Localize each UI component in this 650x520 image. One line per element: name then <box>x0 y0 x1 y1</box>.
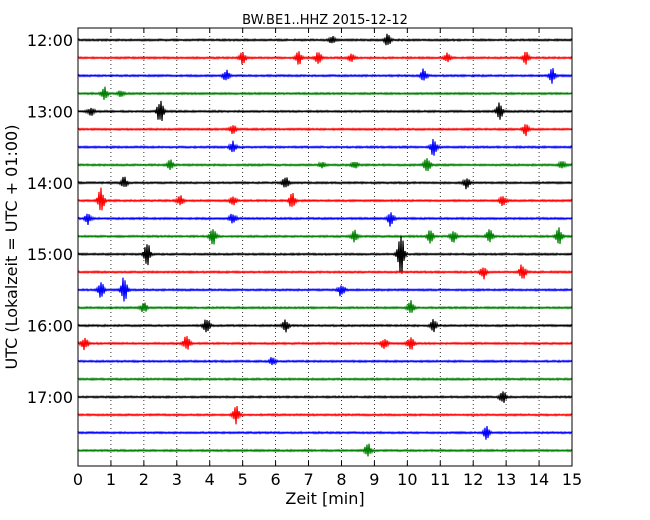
x-tick-label: 4 <box>205 470 215 489</box>
trace-1600 <box>77 319 573 333</box>
x-tick-label: 15 <box>562 470 582 489</box>
y-tick-label: 14:00 <box>27 174 73 193</box>
x-tick-label: 14 <box>529 470 549 489</box>
trace-1515 <box>77 264 573 280</box>
x-tick-label: 0 <box>73 470 83 489</box>
x-tick-label: 1 <box>106 470 116 489</box>
trace-layer <box>77 33 573 457</box>
trace-1500 <box>77 236 573 274</box>
x-tick-label: 12 <box>463 470 483 489</box>
trace-1215 <box>77 51 573 65</box>
y-tick-label: 12:00 <box>27 31 73 50</box>
tick-layer: 0 1 2 3 4 5 6 7 8 9 10 11 12 13 14 1512:0013:0014:0015:… <box>27 28 582 489</box>
x-tick-label: 13 <box>496 470 516 489</box>
y-tick-label: 15:00 <box>27 245 73 264</box>
chart-title: BW.BE1..HHZ 2015-12-12 <box>242 13 408 28</box>
trace-1530 <box>77 277 573 302</box>
x-tick-label: 8 <box>336 470 346 489</box>
y-tick-label: 16:00 <box>27 317 73 336</box>
y-tick-label: 13:00 <box>27 102 73 121</box>
trace-1745 <box>77 443 573 457</box>
trace-1400 <box>77 176 573 190</box>
x-tick-label: 2 <box>139 470 149 489</box>
x-tick-label: 3 <box>172 470 182 489</box>
trace-1315 <box>77 124 573 137</box>
trace-1430 <box>77 212 573 227</box>
trace-1330 <box>77 138 573 156</box>
y-tick-label: 17:00 <box>27 388 73 407</box>
trace-1730 <box>77 425 573 440</box>
trace-1445 <box>77 227 573 245</box>
x-tick-label: 11 <box>430 470 450 489</box>
trace-1700 <box>77 391 573 403</box>
trace-1245 <box>77 86 573 100</box>
trace-1200 <box>77 33 573 46</box>
x-tick-label: 9 <box>369 470 379 489</box>
trace-1345 <box>77 158 573 172</box>
trace-1545 <box>77 300 573 313</box>
y-axis-label: UTC (Lokalzeit = UTC + 01:00) <box>2 125 21 370</box>
x-axis-label: Zeit [min] <box>285 489 364 508</box>
x-tick-label: 6 <box>271 470 281 489</box>
x-tick-label: 10 <box>397 470 417 489</box>
trace-1300 <box>77 100 573 121</box>
plot-frame <box>77 27 573 467</box>
trace-1230 <box>77 68 573 84</box>
x-tick-label: 5 <box>238 470 248 489</box>
trace-1630 <box>77 357 573 366</box>
trace-1615 <box>77 336 573 351</box>
x-tick-label: 7 <box>303 470 313 489</box>
trace-1415 <box>77 187 573 211</box>
trace-1645 <box>77 377 573 382</box>
trace-1715 <box>77 405 573 425</box>
